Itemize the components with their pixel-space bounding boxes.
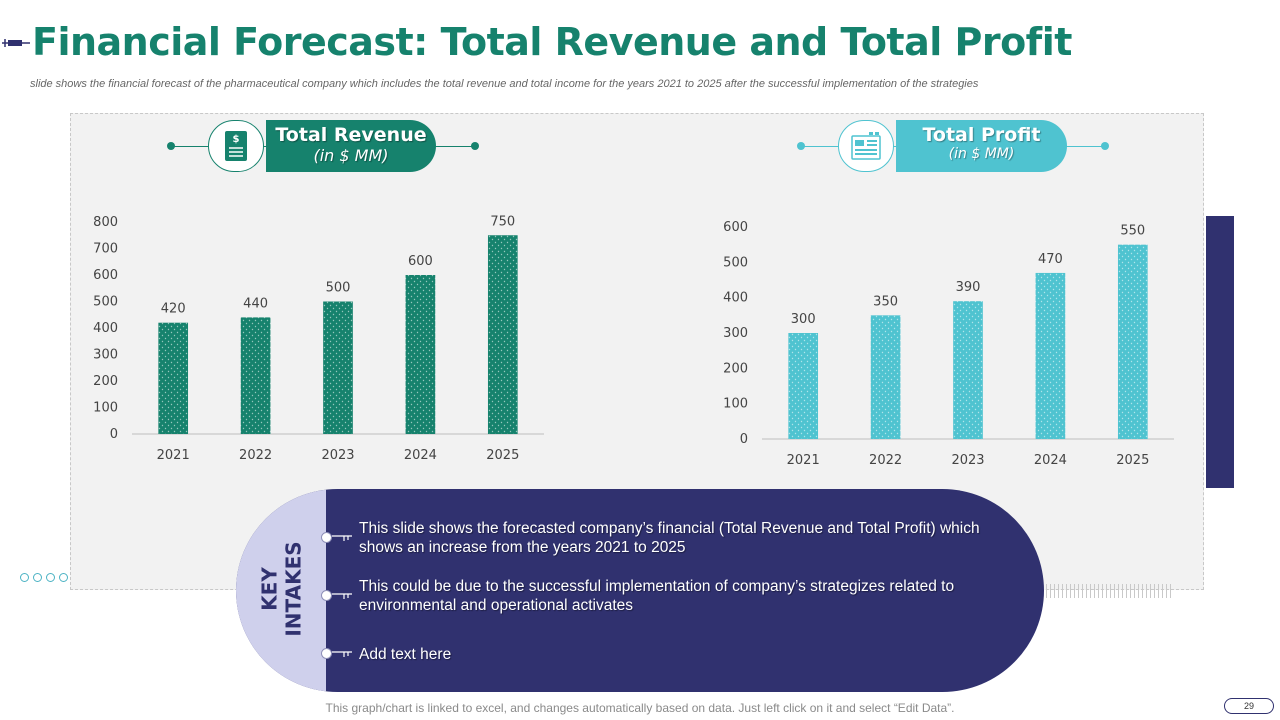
profit-data-label: 350 [873, 294, 898, 309]
footer-note: This graph/chart is linked to excel, and… [325, 701, 955, 715]
profit-y-tick-label: 600 [723, 220, 748, 235]
revenue-header-dot-right [471, 142, 479, 150]
revenue-header-title: Total Revenue [275, 124, 427, 146]
profit-header-dot-right [1101, 142, 1109, 150]
revenue-y-tick-label: 0 [110, 427, 118, 442]
revenue-y-tick-label: 700 [93, 242, 118, 257]
revenue-x-tick-label: 2022 [239, 448, 272, 463]
revenue-data-label: 500 [326, 281, 351, 296]
key-intakes-label: KEY INTAKES [258, 541, 306, 637]
profit-bar-chart: 0 100 200 300 400 500 600 300 2021 350 2022 390 2023… [723, 220, 1174, 468]
revenue-bar [323, 301, 353, 434]
key-intakes-cap [236, 489, 326, 692]
profit-bar [870, 315, 901, 439]
decorative-dot [20, 573, 29, 582]
profit-y-tick-label: 500 [723, 255, 748, 270]
page-number: 29 [1224, 698, 1274, 714]
profit-x-tick-label: 2023 [951, 453, 984, 468]
key-intakes-label-wrap: KEY INTAKES [242, 539, 322, 639]
revenue-y-tick-label: 100 [93, 401, 118, 416]
revenue-header: Total Revenue (in $ MM) [266, 120, 436, 172]
profit-bar [1035, 272, 1066, 439]
revenue-data-label: 750 [490, 214, 515, 229]
key-icon [332, 535, 352, 541]
profit-data-label: 550 [1120, 224, 1145, 239]
profit-icon-badge [838, 120, 894, 172]
revenue-x-tick-label: 2024 [404, 448, 437, 463]
profit-x-tick-label: 2025 [1116, 453, 1149, 468]
profit-x-tick-label: 2021 [787, 453, 820, 468]
profit-header-title: Total Profit [922, 124, 1041, 146]
bullet-dot-icon [321, 648, 332, 659]
decorative-dot [59, 573, 68, 582]
bullet-dot-icon [321, 590, 332, 601]
revenue-y-tick-label: 300 [93, 348, 118, 363]
profit-bar [788, 333, 819, 439]
revenue-y-tick-label: 400 [93, 321, 118, 336]
revenue-y-tick-label: 800 [93, 215, 118, 230]
financial-dashboard-icon [851, 132, 881, 160]
profit-x-tick-label: 2022 [869, 453, 902, 468]
revenue-header-dot-left [167, 142, 175, 150]
profit-header: Total Profit (in $ MM) [896, 120, 1067, 172]
revenue-bar [240, 317, 271, 434]
profit-data-label: 300 [791, 312, 816, 327]
key-intake-text: Add text here [359, 646, 452, 663]
key-intake-text: This could be due to the successful impl… [359, 578, 955, 614]
profit-header-unit: (in $ MM) [948, 146, 1015, 162]
profit-bar [953, 301, 983, 439]
key-icon [332, 593, 352, 599]
revenue-icon-badge: $ [208, 120, 264, 172]
page-subtitle: slide shows the financial forecast of th… [30, 78, 979, 90]
key-intake-text: This slide shows the forecasted company’… [359, 520, 980, 556]
revenue-data-label: 600 [408, 254, 433, 269]
profit-y-tick-label: 300 [723, 326, 748, 341]
decorative-dot [46, 573, 55, 582]
profit-y-tick-label: 200 [723, 361, 748, 376]
decorative-dots [20, 573, 68, 582]
profit-x-tick-label: 2024 [1034, 453, 1067, 468]
syringe-icon [2, 39, 30, 47]
revenue-bar [487, 235, 518, 434]
profit-data-label: 470 [1038, 252, 1063, 267]
profit-y-tick-label: 100 [723, 397, 748, 412]
page-title: Financial Forecast: Total Revenue and To… [32, 20, 1072, 64]
revenue-header-unit: (in $ MM) [313, 146, 389, 165]
revenue-bar-chart: 0 100 200 300 400 500 600 700 800 420 2021 440 2022 5… [93, 214, 544, 463]
decorative-side-bar [1206, 216, 1234, 488]
key-icon [332, 651, 352, 657]
revenue-x-tick-label: 2021 [157, 448, 190, 463]
revenue-y-tick-label: 200 [93, 374, 118, 389]
revenue-y-tick-label: 600 [93, 268, 118, 283]
svg-text:$: $ [233, 134, 240, 145]
profit-bar [1117, 244, 1148, 439]
revenue-bar [405, 275, 436, 434]
revenue-bar [158, 322, 189, 434]
profit-y-tick-label: 0 [740, 432, 748, 447]
revenue-data-label: 420 [161, 302, 186, 317]
profit-data-label: 390 [956, 280, 981, 295]
revenue-data-label: 440 [243, 296, 268, 311]
revenue-y-tick-label: 500 [93, 295, 118, 310]
profit-y-tick-label: 400 [723, 291, 748, 306]
profit-header-dot-left [797, 142, 805, 150]
bullet-dot-icon [321, 532, 332, 543]
key-intakes-panel: KEY INTAKES This slide shows the forecas… [236, 489, 1044, 692]
decorative-stripes [1042, 584, 1172, 598]
document-dollar-icon: $ [225, 131, 247, 161]
decorative-dot [33, 573, 42, 582]
revenue-x-tick-label: 2023 [321, 448, 354, 463]
revenue-x-tick-label: 2025 [486, 448, 519, 463]
